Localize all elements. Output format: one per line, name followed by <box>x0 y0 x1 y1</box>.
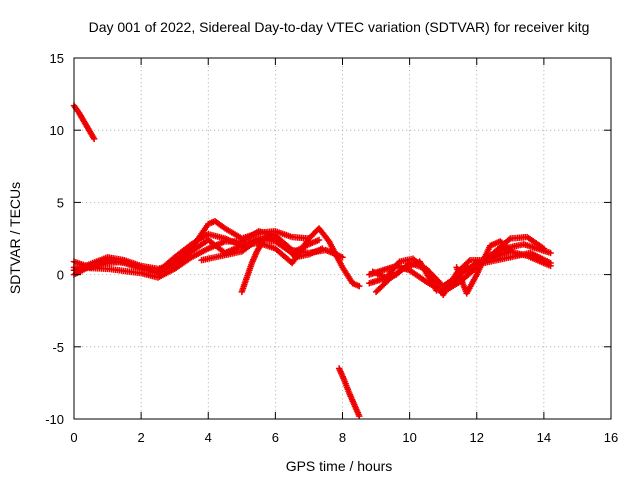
x-tick-label: 12 <box>470 430 484 445</box>
data-point <box>547 249 554 257</box>
data-point <box>315 236 323 244</box>
x-tick-label: 10 <box>402 430 416 445</box>
chart-title: Day 001 of 2022, Sidereal Day-to-day VTE… <box>89 19 590 35</box>
y-tick-label: -5 <box>52 340 64 355</box>
x-tick-label: 2 <box>138 430 145 445</box>
data-point <box>356 282 363 290</box>
y-tick-label: 5 <box>57 195 64 210</box>
data-point <box>356 412 363 420</box>
data-point <box>319 245 326 252</box>
x-tick-label: 4 <box>205 430 212 445</box>
y-tick-label: 0 <box>57 268 64 283</box>
y-tick-label: 10 <box>50 123 64 138</box>
y-axis-label: SDTVAR / TECUs <box>7 182 23 294</box>
data-point <box>339 254 346 261</box>
data-points <box>70 102 554 420</box>
x-axis-label: GPS time / hours <box>286 458 393 474</box>
x-tick-label: 0 <box>70 430 77 445</box>
y-tick-label: -10 <box>45 412 64 427</box>
data-point <box>507 246 514 254</box>
x-tick-label: 16 <box>604 430 618 445</box>
x-tick-label: 14 <box>537 430 551 445</box>
grid-lines <box>74 58 611 419</box>
data-point <box>258 239 266 247</box>
y-tick-label: 15 <box>50 51 64 66</box>
data-point <box>465 258 472 265</box>
axis-ticks: 0 2 4 6 8 10 12 14 16 -10 -5 0 5 10 15 <box>45 51 618 445</box>
x-tick-label: 6 <box>272 430 279 445</box>
data-point <box>547 259 554 267</box>
data-point <box>90 135 98 143</box>
x-tick-label: 8 <box>339 430 346 445</box>
